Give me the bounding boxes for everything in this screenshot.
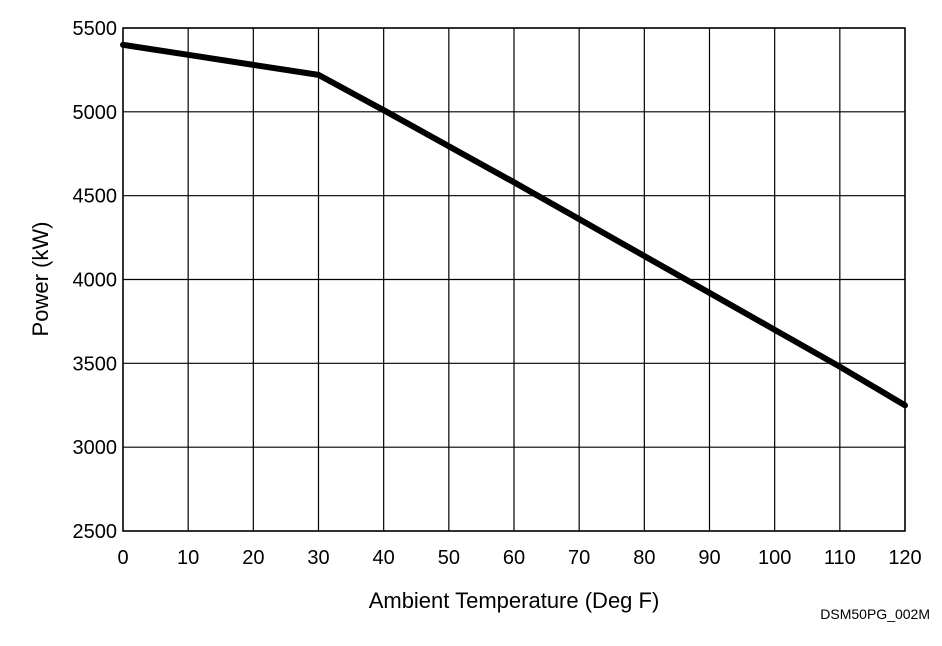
x-tick-label: 90 — [698, 547, 720, 569]
x-tick-label: 100 — [758, 547, 791, 569]
y-tick-label: 3000 — [73, 437, 118, 459]
y-tick-label: 5000 — [73, 102, 118, 124]
x-tick-label: 40 — [373, 547, 395, 569]
x-tick-label: 120 — [888, 547, 921, 569]
x-tick-label: 70 — [568, 547, 590, 569]
x-tick-label: 80 — [633, 547, 655, 569]
x-tick-label: 60 — [503, 547, 525, 569]
x-tick-label: 110 — [824, 547, 856, 569]
y-tick-label: 5500 — [73, 18, 118, 40]
y-axis-title: Power (kW) — [28, 222, 53, 337]
x-tick-label: 10 — [177, 547, 199, 569]
x-axis-title: Ambient Temperature (Deg F) — [369, 588, 660, 613]
grid-layer — [122, 27, 906, 532]
x-tick-labels: 0 10 20 30 40 50 60 70 80 90 100 110 120 — [117, 547, 921, 569]
y-tick-label: 4500 — [73, 186, 118, 208]
x-tick-label: 30 — [307, 547, 329, 569]
y-tick-label: 3500 — [73, 353, 118, 375]
x-tick-label: 50 — [438, 547, 460, 569]
y-tick-label: 2500 — [73, 521, 118, 543]
x-tick-label: 0 — [117, 547, 128, 569]
plot-frame-layer — [122, 27, 906, 532]
plot-frame — [122, 27, 906, 532]
figure-id-label: DSM50PG_002M — [820, 606, 930, 622]
y-tick-label: 4000 — [73, 270, 118, 292]
y-tick-labels: 2500 3000 3500 4000 4500 5000 5500 — [73, 18, 118, 543]
series-layer — [120, 41, 908, 409]
power-series-line — [120, 41, 908, 409]
x-tick-label: 20 — [242, 547, 264, 569]
